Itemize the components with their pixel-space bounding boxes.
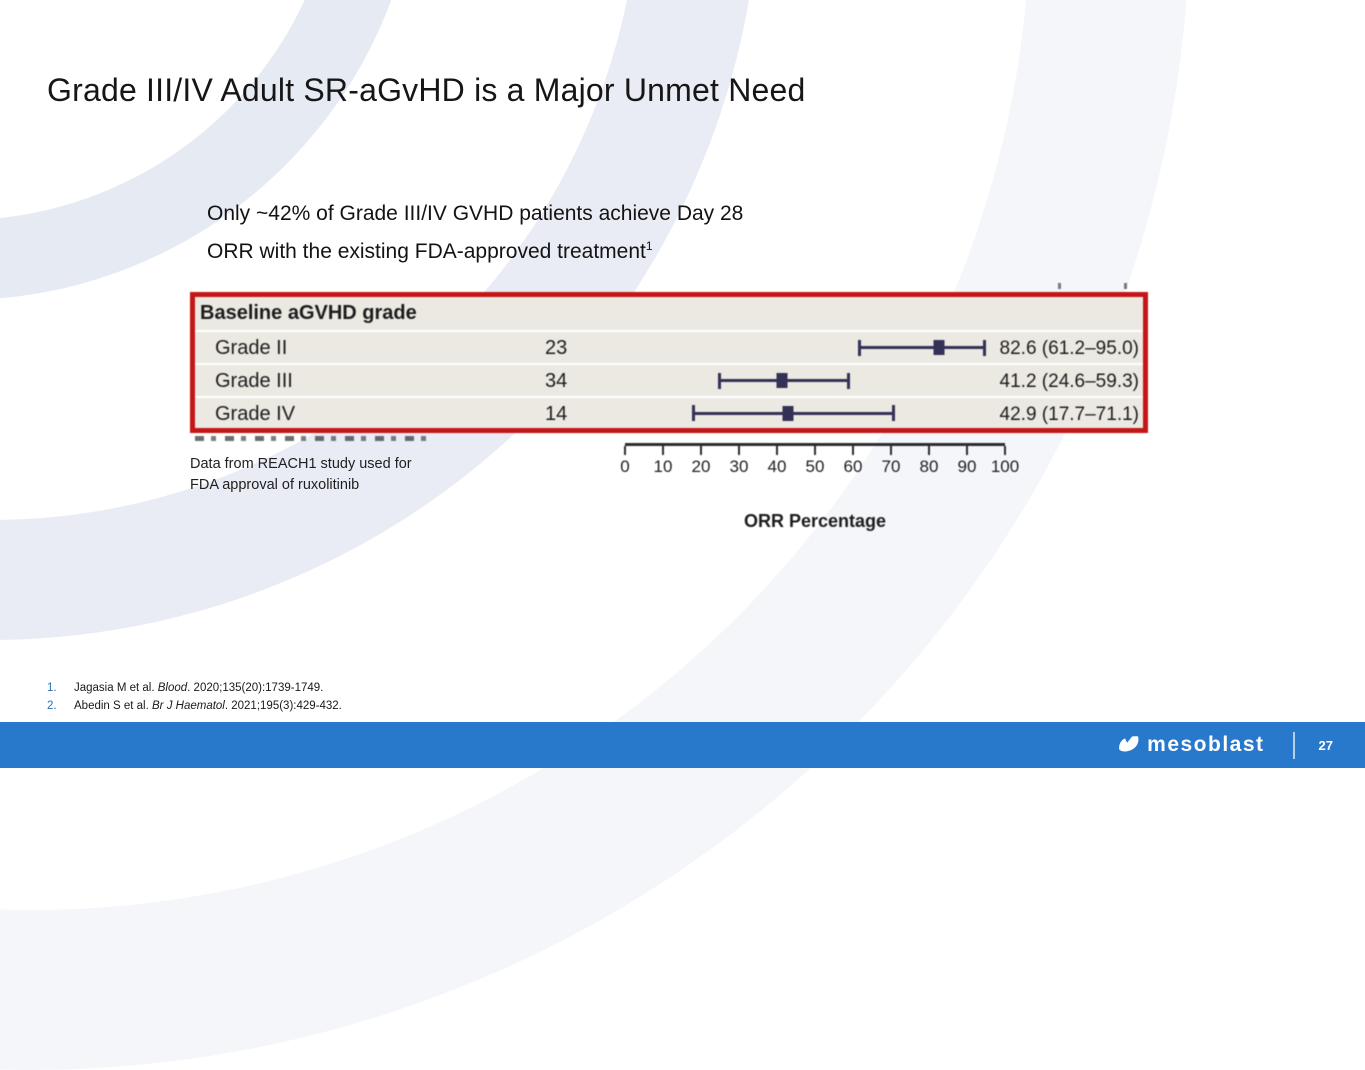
axis-tick-label: 40	[767, 457, 787, 476]
key-statement-line1: Only ~42% of Grade III/IV GVHD patients …	[207, 202, 744, 225]
reference-item: 1. Jagasia M et al. Blood. 2020;135(20):1…	[47, 679, 342, 697]
mesoblast-logo: mesoblast	[1117, 733, 1264, 757]
axis-tick-label: 0	[620, 457, 630, 476]
axis-tick-label: 70	[881, 457, 901, 476]
row-ci-value: 82.6 (61.2–95.0)	[999, 338, 1139, 359]
axis-tick	[928, 446, 930, 455]
footer-bar: mesoblast 27	[0, 722, 1365, 768]
axis-tick	[814, 446, 816, 455]
axis-tick	[890, 446, 892, 455]
table-header-row: Baseline aGVHD grade	[195, 297, 1143, 330]
row-ci-value: 41.2 (24.6–59.3)	[999, 371, 1139, 392]
axis-tick-label: 100	[990, 457, 1020, 476]
key-statement-line2: ORR with the existing FDA-approved treat…	[207, 239, 653, 263]
axis-tick	[776, 446, 778, 455]
point-estimate-marker	[782, 405, 794, 421]
row-ci-value: 42.9 (17.7–71.1)	[999, 404, 1139, 425]
row-n-value: 14	[545, 403, 568, 425]
axis-tick-label: 30	[729, 457, 749, 476]
chart-caption-line2: FDA approval of ruxolitinib	[190, 477, 360, 493]
axis-tick-label: 20	[691, 457, 711, 476]
forest-whisker-layer	[625, 297, 1005, 428]
x-axis-line	[625, 443, 1005, 446]
axis-tick-label: 80	[919, 457, 939, 476]
journal-name: Blood	[157, 682, 188, 694]
point-estimate-marker	[933, 340, 945, 355]
journal-name: Br J Haematol	[152, 700, 225, 712]
references: 1. Jagasia M et al. Blood. 2020;135(20):1…	[47, 679, 342, 715]
row-grade-label: Grade III	[215, 370, 293, 392]
axis-tick-label: 10	[653, 457, 673, 476]
mesoblast-logo-text: mesoblast	[1147, 733, 1265, 756]
point-estimate-marker	[776, 373, 788, 388]
table-row: Grade IV 14 42.9 (17.7–71.1)	[195, 398, 1143, 428]
axis-tick	[624, 446, 626, 455]
table-header-label: Baseline aGVHD grade	[200, 302, 417, 324]
axis-tick-label: 50	[805, 457, 825, 476]
row-grade-label: Grade II	[215, 337, 288, 359]
cropped-text-sliver	[1124, 283, 1127, 289]
forest-plot-screenshot: Baseline aGVHD grade Grade II 23 82.6 (6…	[190, 283, 1148, 531]
row-n-value: 34	[545, 370, 568, 392]
slide-title: Grade III/IV Adult SR-aGvHD is a Major U…	[47, 72, 806, 108]
reference-number: 1.	[47, 682, 57, 694]
axis-tick	[852, 446, 854, 455]
axis-tick	[662, 446, 664, 455]
axis-tick	[966, 446, 968, 455]
axis-tick	[738, 446, 740, 455]
axis-tick-label: 90	[957, 457, 977, 476]
x-axis-title: ORR Percentage	[743, 511, 887, 531]
x-axis: 0 10 20 30 40 50 60 70 80 90 100	[620, 443, 1019, 483]
footer-divider	[1292, 731, 1295, 759]
row-grade-label: Grade IV	[215, 403, 296, 425]
table-row: Grade II 23 82.6 (61.2–95.0)	[195, 332, 1143, 363]
forest-plot-table: Baseline aGVHD grade Grade II 23 82.6 (6…	[190, 292, 1148, 433]
row-n-value: 23	[545, 337, 568, 359]
key-statement: Only ~42% of Grade III/IV GVHD patients …	[207, 197, 743, 268]
cropped-text-sliver	[1058, 283, 1061, 289]
mesoblast-logo-icon	[1117, 733, 1141, 757]
table-row: Grade III 34 41.2 (24.6–59.3)	[195, 365, 1143, 396]
chart-caption: Data from REACH1 study used for FDA appr…	[190, 454, 412, 496]
axis-tick-label: 60	[843, 457, 863, 476]
background-arc-outer	[0, 0, 1190, 1070]
page-number: 27	[1318, 737, 1333, 753]
axis-tick	[700, 446, 702, 455]
axis-tick	[1004, 446, 1006, 455]
cropped-text-sliver	[195, 436, 430, 441]
reference-item: 2. Abedin S et al. Br J Haematol. 2021;19…	[47, 697, 342, 715]
reference-number: 2.	[47, 700, 57, 712]
chart-caption-line1: Data from REACH1 study used for	[190, 456, 412, 472]
reference-superscript: 1	[645, 239, 653, 253]
